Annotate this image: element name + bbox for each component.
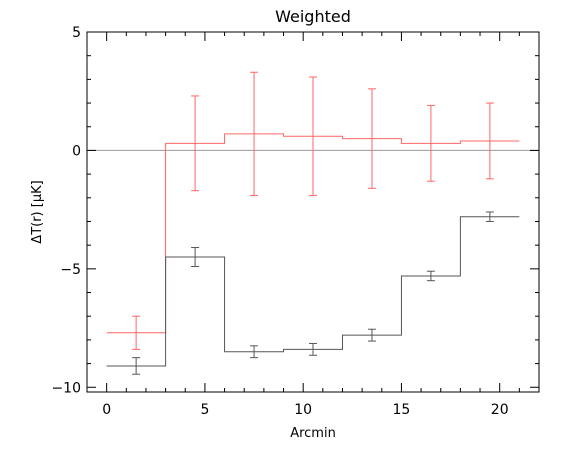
chart-title: Weighted	[275, 7, 351, 26]
x-tick-label: 5	[200, 402, 209, 418]
x-axis-title: Arcmin	[290, 426, 336, 441]
x-tick-label: 10	[294, 402, 312, 418]
y-tick-label: 5	[72, 25, 81, 41]
plot-frame	[86, 31, 540, 393]
y-tick-label: −10	[51, 380, 81, 396]
x-tick-label: 0	[102, 402, 111, 418]
x-tick-label: 15	[393, 402, 411, 418]
y-tick-label: −5	[60, 262, 81, 278]
plot-content: 0 5 10 15 20 −10 −5 0 5	[51, 25, 540, 418]
y-tick-label: 0	[72, 143, 81, 159]
x-tick-label: 20	[491, 402, 509, 418]
y-axis-title: ΔT(r) [μK]	[30, 180, 45, 243]
